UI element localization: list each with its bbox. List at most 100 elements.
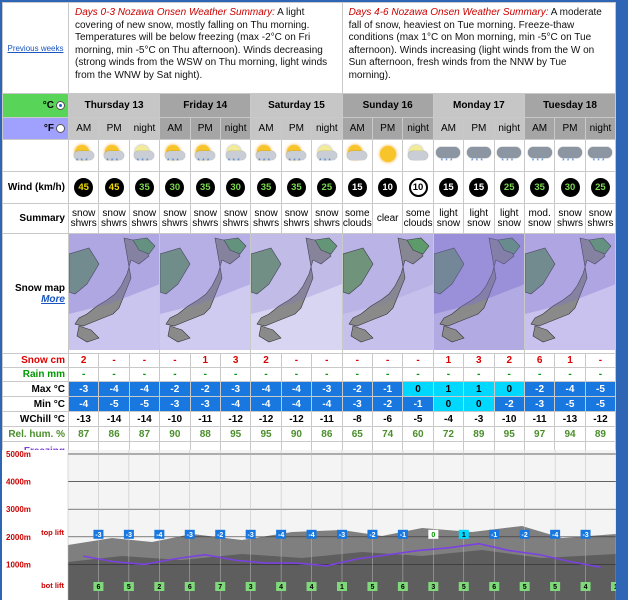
top-lift-temp: -1 bbox=[491, 532, 497, 539]
bottom-lift-temp: 6 bbox=[96, 584, 100, 591]
wind-chill-cell: -12 bbox=[250, 411, 282, 427]
snow-map-image[interactable] bbox=[343, 234, 434, 350]
snow-map-image[interactable] bbox=[160, 234, 251, 350]
wind-arrow-icon: 35 bbox=[134, 178, 154, 197]
wind-label: Wind (km/h) bbox=[2, 171, 69, 204]
top-lift-temp: -4 bbox=[552, 532, 558, 539]
wind-chill-cell: -14 bbox=[98, 411, 130, 427]
day-header: Friday 14 bbox=[159, 93, 252, 118]
top-lift-temp-badge bbox=[550, 529, 561, 539]
snow-map-cell[interactable] bbox=[432, 233, 525, 354]
snow-map-cell[interactable] bbox=[67, 233, 161, 354]
altitude-label: 5000m bbox=[6, 450, 31, 459]
snow-row-cell: - bbox=[280, 353, 313, 368]
snow-row-cell: - bbox=[98, 353, 130, 368]
fahrenheit-toggle[interactable]: °F bbox=[2, 117, 69, 140]
max-temp-cell: -4 bbox=[280, 381, 313, 397]
rain-cell: - bbox=[554, 367, 586, 382]
cloud-snow-icon: *** bbox=[557, 143, 583, 165]
sun-cloud-snow-icon: *** bbox=[253, 143, 279, 165]
humidity-cell: 74 bbox=[371, 426, 404, 442]
wind-chill-cell: -5 bbox=[402, 411, 434, 427]
wind-arrow-icon: 25 bbox=[499, 178, 519, 197]
summary-label: Summary bbox=[2, 203, 69, 234]
fahrenheit-radio[interactable] bbox=[56, 123, 65, 133]
cloud-snow-icon: *** bbox=[527, 143, 553, 165]
day-header: Tuesday 18 bbox=[523, 93, 617, 118]
summary-cell: snow shwrs bbox=[219, 203, 252, 234]
top-lift-temp-badge bbox=[397, 529, 408, 539]
snow-map-cell[interactable] bbox=[250, 233, 343, 354]
weather-icon-cell: *** bbox=[250, 139, 282, 172]
snow-map-cell[interactable] bbox=[159, 233, 252, 354]
max-temp-row: Max °C -3 -4 -4 -2 -2 -3 -4 -4 -3 -2 -1 0 1 1 0 -2 -4 -5 bbox=[2, 381, 617, 397]
rain-cell: - bbox=[67, 367, 100, 382]
altitude-label: 4000m bbox=[6, 478, 31, 487]
cloud-snow-icon: *** bbox=[496, 143, 522, 165]
snow-map-cell[interactable] bbox=[341, 233, 434, 354]
min-temp-cell: -4 bbox=[219, 396, 252, 412]
top-lift-temp: -3 bbox=[339, 532, 345, 539]
previous-weeks-link[interactable]: Previous weeks bbox=[7, 43, 64, 53]
top-lift-temp-badge bbox=[458, 529, 469, 539]
weather-icon-cell: *** bbox=[98, 139, 130, 172]
top-lift-temp: -1 bbox=[400, 532, 406, 539]
snow-row-cell: - bbox=[128, 353, 161, 368]
summary-cell: snow shwrs bbox=[128, 203, 161, 234]
wind-chill-cell: -6 bbox=[371, 411, 404, 427]
summary-heading: Days 4-6 Nozawa Onsen Weather Summary: bbox=[348, 7, 549, 18]
min-temp-row: Min °C -4 -5 -5 -3 -3 -4 -4 -4 -4 -3 -2 -1 0 0 -2 -3 -5 -5 bbox=[2, 396, 617, 412]
snow-row-cell: 2 bbox=[250, 353, 282, 368]
snow-map-cell[interactable] bbox=[523, 233, 617, 354]
top-lift-temp: -3 bbox=[126, 532, 132, 539]
wind-chill-cell: -12 bbox=[584, 411, 617, 427]
top-lift-temp-badge bbox=[519, 529, 530, 539]
snow-row-cell: 3 bbox=[463, 353, 495, 368]
bottom-lift-temp-badge bbox=[580, 582, 591, 591]
rain-cell: - bbox=[98, 367, 130, 382]
snow-row-cell: - bbox=[159, 353, 191, 368]
humidity-cell: 94 bbox=[554, 426, 586, 442]
summary-cell: light snow bbox=[463, 203, 495, 234]
min-temp-cell: 0 bbox=[463, 396, 495, 412]
top-lift-temp: -3 bbox=[95, 532, 101, 539]
snow-map-image[interactable] bbox=[525, 234, 616, 350]
wind-chill-cell: -11 bbox=[311, 411, 343, 427]
humidity-cell: 90 bbox=[280, 426, 313, 442]
wind-cell: 15 bbox=[463, 171, 495, 204]
snow-map-image[interactable] bbox=[434, 234, 525, 350]
min-temp-cell: -3 bbox=[159, 396, 191, 412]
period-label: PM bbox=[371, 117, 404, 140]
wind-chill-cell: -13 bbox=[554, 411, 586, 427]
cloud-snow-icon: *** bbox=[466, 143, 492, 165]
humidity-cell: 65 bbox=[341, 426, 373, 442]
wind-cell: 10 bbox=[371, 171, 404, 204]
humidity-row: Rel. hum. % 87 86 87 90 88 95 95 90 86 65 74 60 72 89 9… bbox=[2, 426, 617, 442]
top-lift-temp-badge bbox=[367, 529, 378, 539]
min-temp-cell: -5 bbox=[128, 396, 161, 412]
weather-icon-cell: *** bbox=[493, 139, 525, 172]
moon-cloud-snow-icon: *** bbox=[314, 143, 340, 165]
day-header: Thursday 13 bbox=[67, 93, 161, 118]
snow-map-image[interactable] bbox=[251, 234, 342, 350]
top-lift-temp-badge bbox=[306, 529, 317, 539]
snow-row-cell: 1 bbox=[189, 353, 221, 368]
celsius-toggle[interactable]: °C bbox=[2, 93, 69, 118]
bottom-lift-temp-badge bbox=[489, 582, 500, 591]
summary-cell: snow shwrs bbox=[67, 203, 100, 234]
rain-cell: - bbox=[402, 367, 434, 382]
forecast-table: Previous weeks Days 0-3 Nozawa Onsen Wea… bbox=[2, 2, 617, 472]
snow-map-more-link[interactable]: More bbox=[41, 293, 65, 305]
celsius-radio[interactable] bbox=[56, 100, 65, 110]
summary-cell: snow shwrs bbox=[554, 203, 586, 234]
summary-cell: mod. snow bbox=[523, 203, 556, 234]
bottom-lift-temp: 5 bbox=[553, 584, 557, 591]
bottom-lift-temp: 7 bbox=[218, 584, 222, 591]
max-temp-cell: 0 bbox=[493, 381, 525, 397]
snow-map-image[interactable] bbox=[69, 234, 160, 350]
top-lift-temp-badge bbox=[245, 529, 256, 539]
wind-cell: 35 bbox=[128, 171, 161, 204]
rain-cell: - bbox=[493, 367, 525, 382]
bottom-lift-temp: 6 bbox=[492, 584, 496, 591]
period-label: AM bbox=[67, 117, 100, 140]
